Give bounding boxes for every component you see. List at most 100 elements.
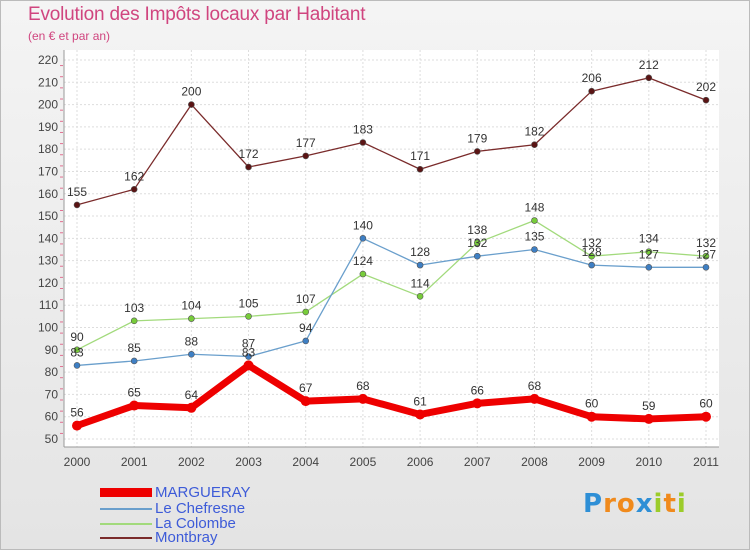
data-label: 59: [642, 399, 656, 413]
y-tick-label: 150: [38, 209, 58, 223]
legend-item-margueray: MARGUERAY: [100, 485, 251, 500]
series-la-colombe: [73, 217, 710, 354]
data-point: [245, 353, 252, 360]
data-label: 107: [296, 292, 316, 306]
y-tick-label: 130: [38, 254, 58, 268]
series-line: [75, 361, 707, 429]
data-label: 172: [239, 147, 259, 161]
data-label: 155: [67, 185, 87, 199]
data-point: [645, 264, 653, 271]
x-tick-label: 2010: [635, 455, 662, 469]
data-point: [529, 393, 540, 404]
data-point: [359, 270, 367, 278]
data-label: 104: [181, 299, 201, 313]
series-line: [76, 77, 707, 206]
data-label: 202: [696, 80, 716, 94]
data-label: 134: [639, 232, 659, 246]
logo-letter: x: [635, 489, 654, 519]
x-tick-label: 2006: [407, 455, 434, 469]
data-label: 132: [582, 236, 602, 250]
x-tick-label: 2004: [292, 455, 319, 469]
series-le-chefresne: [73, 235, 710, 369]
y-tick-label: 220: [38, 53, 58, 67]
data-point: [588, 252, 595, 260]
data-label: 85: [128, 341, 142, 355]
legend-swatch-montbray: [100, 536, 152, 539]
data-label: 171: [410, 149, 430, 163]
plot-area: [64, 50, 719, 447]
data-label: 206: [582, 71, 602, 85]
data-label: 124: [353, 254, 373, 268]
data-point: [302, 337, 310, 345]
data-label: 148: [524, 201, 544, 215]
x-tick-label: 2001: [121, 455, 148, 469]
data-point: [245, 313, 252, 320]
y-tick-label: 70: [45, 387, 59, 401]
x-tick-label: 2011: [693, 455, 719, 469]
data-label: 127: [639, 247, 659, 261]
y-tick-label: 100: [38, 321, 58, 335]
logo-letter: o: [616, 489, 636, 519]
data-label: 87: [242, 337, 256, 351]
data-point: [302, 308, 310, 316]
data-label: 138: [467, 223, 487, 237]
data-label: 64: [185, 388, 199, 402]
legend-label-la-colombe: La Colombe: [155, 515, 236, 532]
data-label: 179: [467, 131, 487, 145]
legend-swatch-le-chefresne: [100, 507, 152, 510]
data-point: [359, 235, 367, 242]
data-label: 140: [353, 218, 373, 232]
legend-item-la-colombe: La Colombe: [100, 516, 236, 531]
data-point: [129, 400, 140, 411]
data-point: [588, 87, 595, 95]
data-point: [72, 420, 82, 431]
data-point: [531, 246, 538, 253]
data-point: [188, 350, 195, 358]
y-tick-label: 190: [38, 120, 58, 134]
logo-letter: r: [603, 489, 617, 519]
data-point: [245, 163, 252, 171]
legend-item-montbray: Montbray: [100, 530, 218, 545]
data-point: [586, 411, 597, 422]
data-label: 83: [242, 345, 256, 359]
data-point: [73, 362, 81, 369]
y-tick-label: 140: [38, 231, 58, 245]
x-tick-label: 2009: [578, 455, 605, 469]
y-tick-label: 210: [38, 75, 58, 89]
data-label: 83: [70, 345, 84, 359]
data-point: [188, 315, 195, 322]
data-label: 128: [582, 245, 602, 259]
data-point: [702, 96, 710, 104]
data-point: [473, 252, 481, 260]
data-point: [357, 393, 368, 404]
y-tick-label: 180: [38, 142, 58, 156]
data-label: 114: [411, 276, 430, 290]
data-label: 162: [124, 169, 144, 183]
data-label: 67: [299, 381, 313, 395]
data-point: [702, 264, 710, 271]
data-point: [531, 141, 538, 149]
data-label: 105: [239, 296, 259, 310]
data-label: 103: [124, 301, 144, 315]
y-tick-label: 200: [38, 98, 58, 112]
data-label: 65: [128, 386, 142, 400]
data-point: [416, 261, 424, 269]
data-label: 68: [528, 379, 542, 393]
data-label: 183: [353, 122, 373, 136]
data-point: [472, 398, 483, 409]
data-label: 90: [70, 330, 84, 344]
data-point: [702, 252, 710, 260]
legend-swatch-la-colombe: [100, 522, 152, 525]
x-tick-label: 2002: [178, 455, 205, 469]
data-point: [130, 186, 138, 193]
data-point: [73, 201, 81, 209]
data-point: [473, 239, 481, 247]
data-point: [531, 217, 538, 224]
data-point: [302, 152, 310, 160]
data-point: [130, 357, 138, 365]
data-label: 88: [185, 334, 199, 348]
data-point: [73, 346, 81, 354]
series-line: [76, 219, 707, 351]
data-label: 61: [413, 394, 427, 408]
